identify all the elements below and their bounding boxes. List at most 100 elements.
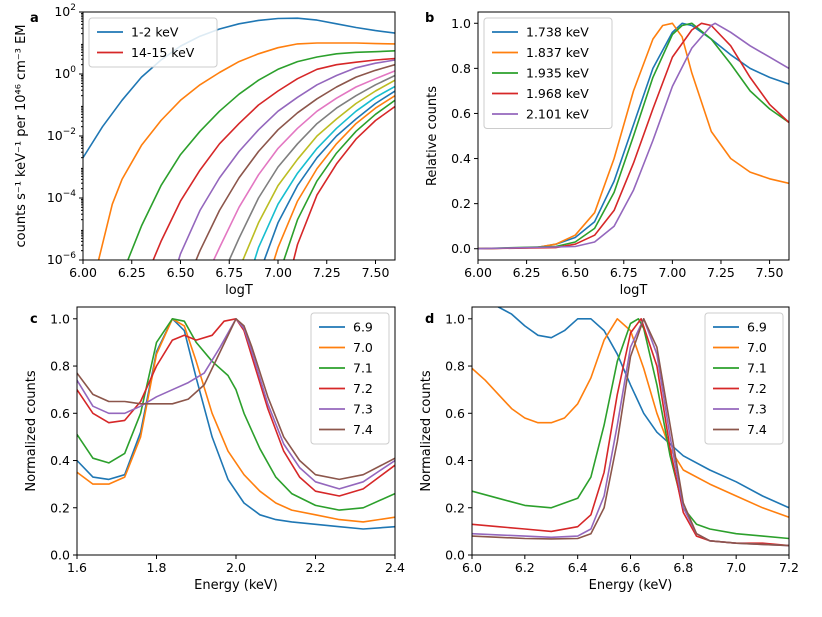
- panel-a: 6.00 6.25 6.50 6.75 7.00 7.25 7.50 10−6 10−4 10−2…: [14, 3, 396, 298]
- series-group: [83, 17, 395, 260]
- series-line-c-4: [77, 317, 395, 490]
- series-line-a-3: [152, 57, 395, 260]
- x-tick-label: 1.6: [67, 560, 87, 575]
- x-tick-label: 7.50: [756, 265, 784, 280]
- y-tick-label: 10−2: [47, 127, 76, 143]
- y-tick-label: 102: [54, 3, 76, 19]
- legend-entry: 7.1: [747, 361, 767, 376]
- x-axis-label: logT: [620, 283, 648, 298]
- y-tick-label: 0.0: [50, 548, 70, 563]
- series-line-c-0: [77, 317, 395, 530]
- series-line-d-2: [472, 317, 789, 540]
- series-line-c-2: [77, 317, 395, 511]
- series-line-a-2: [127, 49, 395, 260]
- legend-entry: 1.968 keV: [526, 86, 589, 101]
- x-tick-label: 7.25: [313, 265, 341, 280]
- x-tick-label: 7.2: [779, 560, 799, 575]
- x-tick-label: 6.50: [167, 265, 195, 280]
- series-line-a-12: [283, 99, 395, 260]
- y-tick-label: 1.0: [50, 311, 70, 326]
- series-line-c-5: [77, 317, 395, 481]
- series-line-c-3: [77, 317, 395, 497]
- legend-entry: 7.2: [747, 381, 767, 396]
- y-tick-label: 0.2: [50, 500, 70, 515]
- x-tick-label: 7.50: [362, 265, 390, 280]
- legend-entry: 7.4: [353, 422, 373, 437]
- series-line-a-13: [292, 105, 395, 260]
- y-tick-label: 0.4: [451, 151, 471, 166]
- y-tick-label: 0.6: [50, 406, 70, 421]
- series-line-a-11: [273, 94, 395, 260]
- series-line-d-5: [472, 317, 789, 547]
- x-tick-label: 2.2: [306, 560, 326, 575]
- y-tick-label: 0.0: [445, 548, 465, 563]
- series-line-a-7: [228, 74, 395, 260]
- legend-entry: 7.4: [747, 422, 767, 437]
- y-tick-label: 10−6: [47, 251, 76, 267]
- series-line-a-9: [253, 85, 395, 260]
- panel-label: b: [425, 11, 434, 26]
- series-line-d-0: [497, 307, 789, 509]
- series-line-b-1: [478, 22, 789, 250]
- legend-box: [310, 312, 390, 445]
- legend: 1.738 keV 1.837 keV 1.935 keV 1.968 keV 2.10…: [483, 17, 613, 129]
- legend-entry: 1-2 keV: [131, 25, 179, 40]
- series-line-a-1: [97, 42, 395, 260]
- legend-entry: 14-15 keV: [131, 45, 195, 60]
- series-line-c-1: [77, 317, 395, 523]
- legend-entry: 7.1: [353, 361, 373, 376]
- x-tick-label: 2.4: [385, 560, 405, 575]
- legend-entry: 1.837 keV: [526, 45, 589, 60]
- x-tick-label: 6.25: [513, 265, 541, 280]
- panel-d: 6.0 6.2 6.4 6.6 6.8 7.0 7.2 0.0 0.2 0.4 0.6 0.8 1.0 E…: [419, 306, 799, 593]
- x-tick-label: 7.00: [264, 265, 292, 280]
- legend-entry: 1.935 keV: [526, 66, 589, 81]
- x-tick-label: 6.0: [462, 560, 482, 575]
- legend-entry: 7.0: [747, 340, 767, 355]
- series-line-a-5: [195, 63, 395, 260]
- x-axis-label: logT: [225, 283, 253, 298]
- legend-entry: 7.3: [747, 402, 767, 417]
- y-axis-label: counts s⁻¹ keV⁻¹ per 10⁴⁶ cm⁻³ EM: [14, 25, 29, 248]
- y-tick-label: 0.8: [445, 359, 465, 374]
- series-group: [478, 22, 789, 250]
- y-tick-label: 100: [54, 65, 76, 81]
- y-tick-label: 0.2: [451, 196, 471, 211]
- series-line-d-1: [472, 317, 789, 519]
- legend-entry: 6.9: [747, 320, 767, 335]
- series-group: [77, 317, 395, 530]
- x-tick-label: 6.00: [69, 265, 97, 280]
- legend-box: [88, 17, 218, 68]
- y-axis-label: Relative counts: [425, 86, 440, 186]
- legend-box: [704, 312, 784, 445]
- y-tick-label: 10−4: [47, 189, 76, 205]
- legend-entry: 1.738 keV: [526, 25, 589, 40]
- x-tick-label: 2.0: [226, 560, 246, 575]
- series-line-a-0: [83, 17, 395, 159]
- x-tick-label: 6.75: [610, 265, 638, 280]
- x-axis-label: Energy (keV): [589, 578, 673, 593]
- legend-entry: 2.101 keV: [526, 107, 589, 122]
- panel-label: c: [30, 312, 38, 327]
- panel-c: 1.6 1.8 2.0 2.2 2.4 0.0 0.2 0.4 0.6 0.8 1.0 Energy …: [24, 306, 405, 593]
- y-tick-label: 0.6: [451, 106, 471, 121]
- x-tick-label: 6.25: [118, 265, 146, 280]
- x-axis-label: Energy (keV): [194, 578, 278, 593]
- legend-entry: 7.0: [353, 340, 373, 355]
- x-tick-label: 1.8: [147, 560, 167, 575]
- x-tick-label: 6.00: [464, 265, 492, 280]
- y-tick-label: 0.8: [50, 359, 70, 374]
- series-line-a-10: [263, 90, 395, 260]
- legend-entry: 7.3: [353, 402, 373, 417]
- legend: 1-2 keV 14-15 keV: [88, 17, 218, 68]
- y-tick-label: 1.0: [451, 16, 471, 31]
- legend-entry: 6.9: [353, 320, 373, 335]
- series-line-a-4: [177, 59, 395, 260]
- y-tick-label: 0.6: [445, 406, 465, 421]
- panel-label: a: [30, 11, 39, 26]
- y-tick-label: 0.8: [451, 61, 471, 76]
- x-tick-label: 7.00: [658, 265, 686, 280]
- x-tick-label: 6.50: [561, 265, 589, 280]
- x-tick-label: 6.8: [673, 560, 693, 575]
